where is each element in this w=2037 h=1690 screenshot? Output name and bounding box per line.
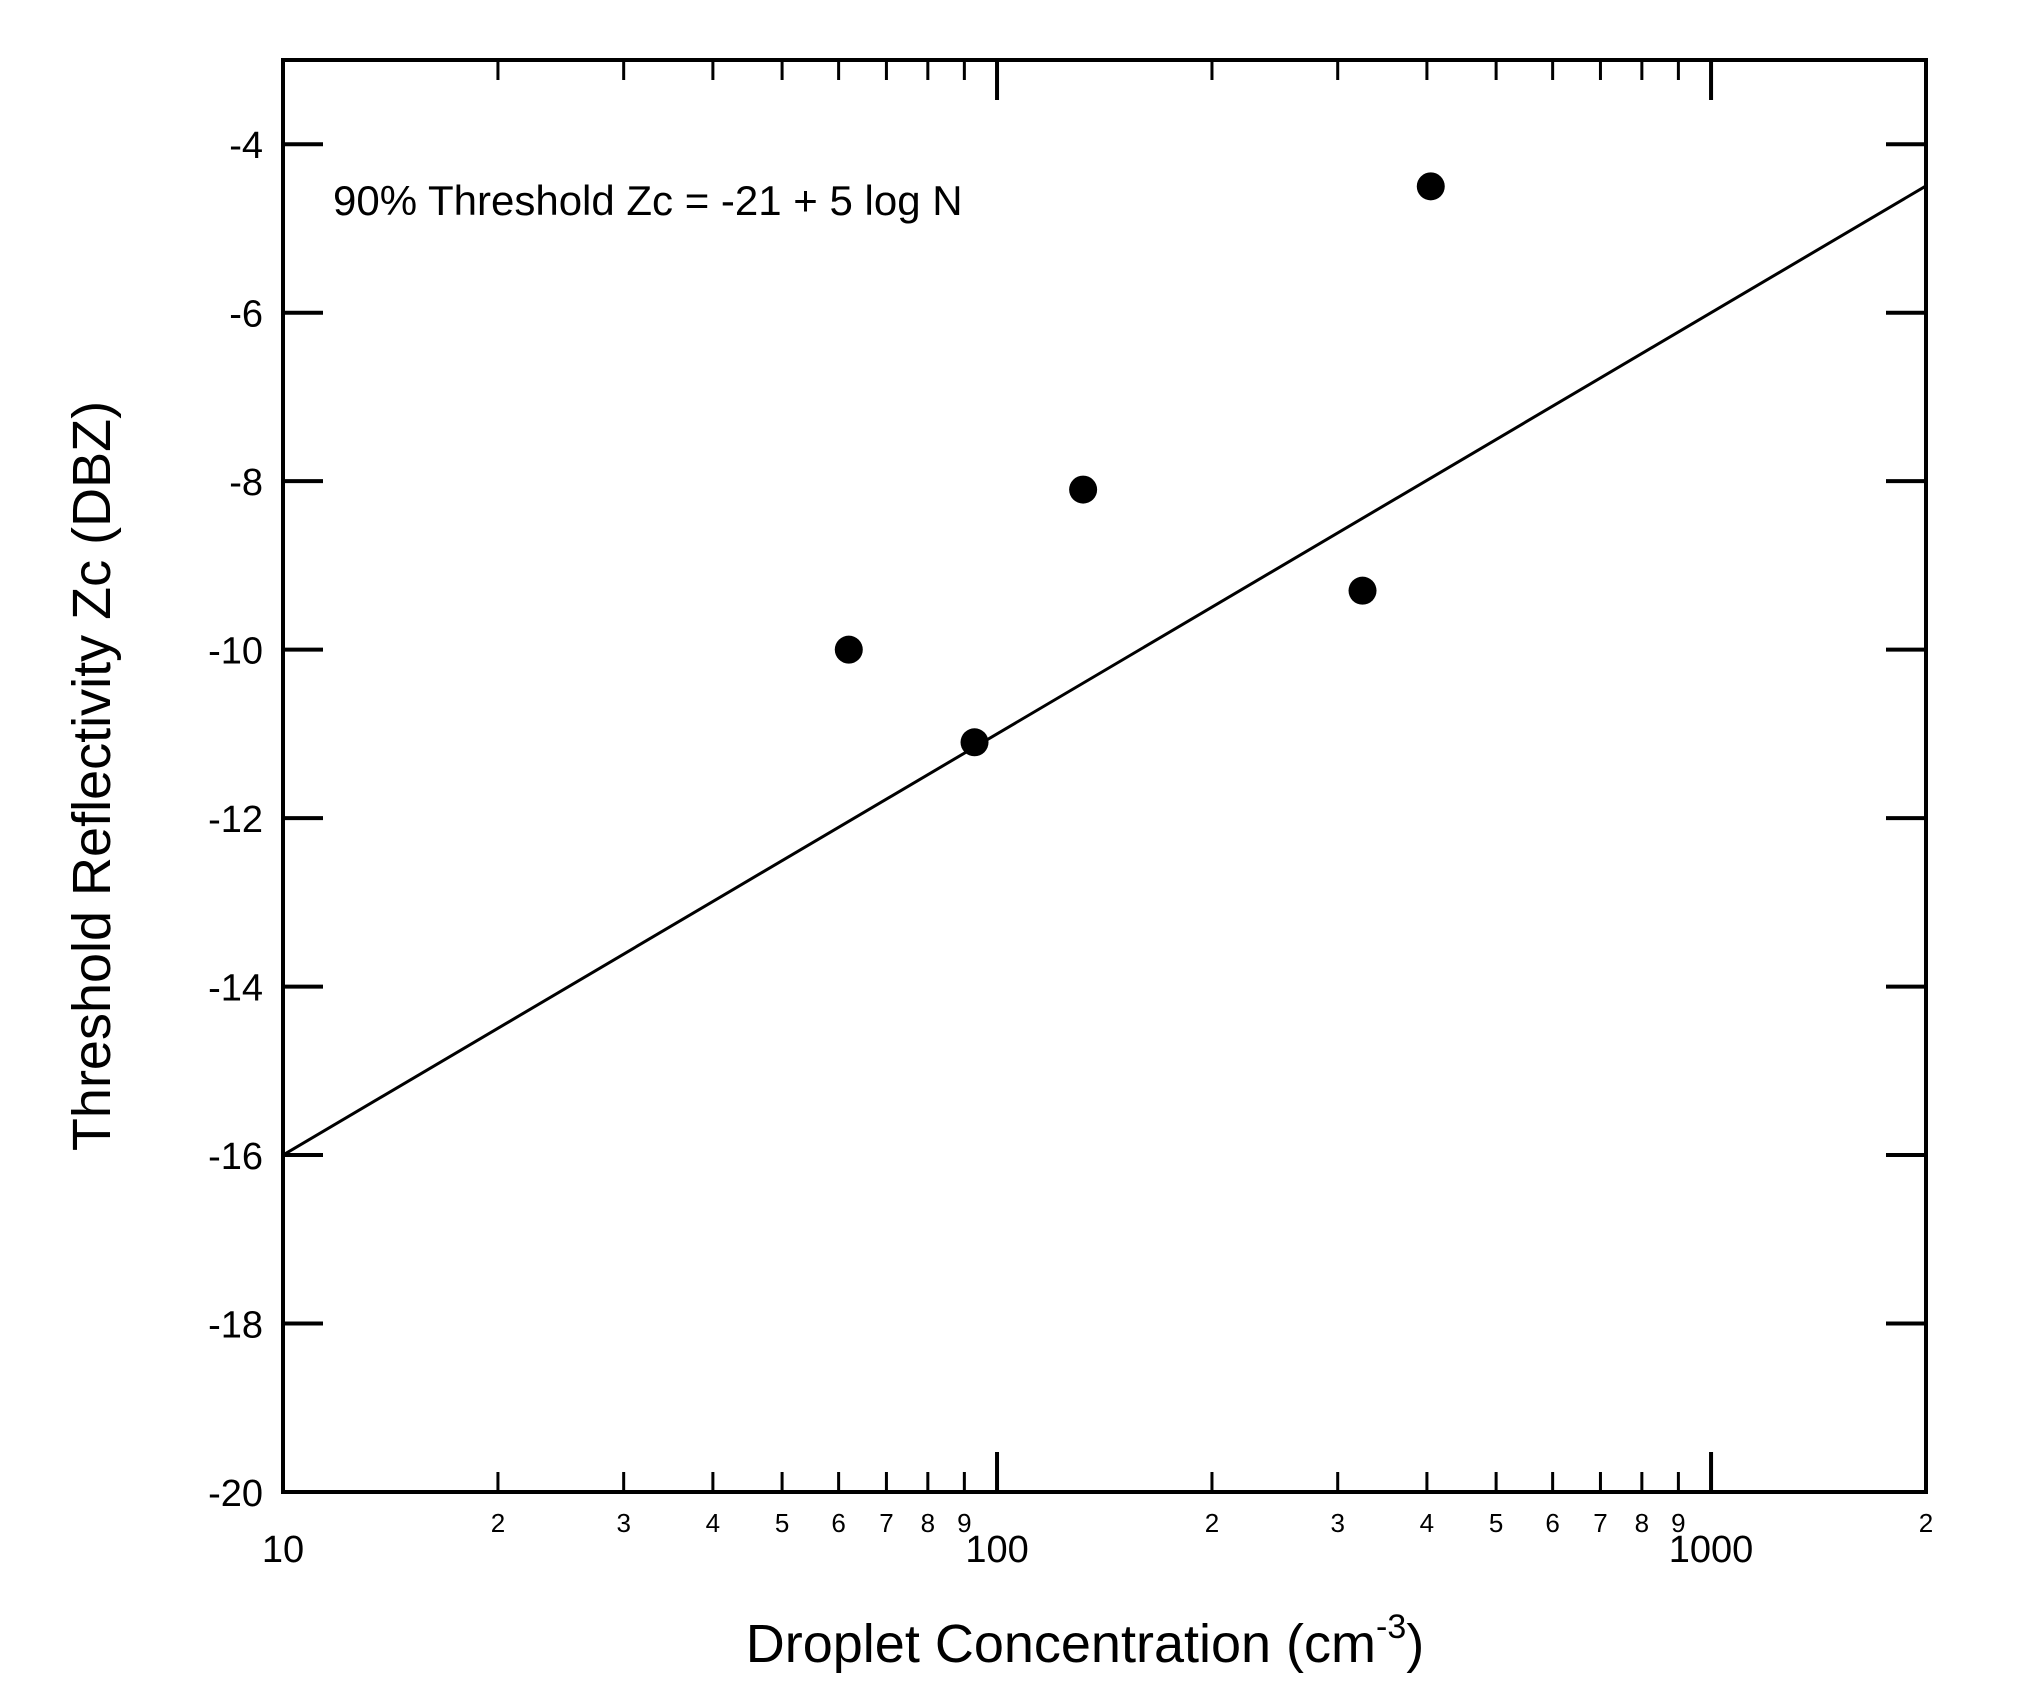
- x-minor-tick-label: 6: [831, 1508, 845, 1538]
- x-minor-tick-label: 5: [1489, 1508, 1503, 1538]
- x-minor-tick-label: 2: [1205, 1508, 1219, 1538]
- x-minor-tick-label: 8: [921, 1508, 935, 1538]
- y-tick-label: -8: [229, 462, 263, 504]
- y-tick-label: -4: [229, 125, 263, 167]
- fit-line-group: [282, 184, 1927, 1157]
- x-major-tick-label: 100: [965, 1529, 1028, 1571]
- x-minor-tick-label: 5: [775, 1508, 789, 1538]
- y-tick-label: -20: [208, 1473, 263, 1515]
- x-minor-tick-label: 9: [1671, 1508, 1685, 1538]
- x-minor-tick-label: 2: [1919, 1508, 1933, 1538]
- data-point: [1416, 172, 1445, 201]
- x-axis-title: Droplet Concentration (cm-3): [746, 1608, 1424, 1674]
- x-minor-tick-label: 7: [1593, 1508, 1607, 1538]
- x-minor-tick-label: 7: [879, 1508, 893, 1538]
- data-point: [960, 728, 989, 757]
- y-axis-ticks: -4 -6 -8 -10 -12 -14 -16 -18 -20: [208, 125, 1926, 1515]
- y-tick-label: -16: [208, 1136, 263, 1178]
- x-minor-tick-label: 2: [491, 1508, 505, 1538]
- x-minor-tick-label: 4: [706, 1508, 720, 1538]
- data-point: [834, 635, 863, 664]
- x-minor-tick-label: 9: [957, 1508, 971, 1538]
- x-minor-tick-label: 4: [1420, 1508, 1434, 1538]
- y-tick-label: -10: [208, 631, 263, 673]
- y-tick-label: -14: [208, 968, 263, 1010]
- fit-equation-annotation: 90% Threshold Zc = -21 + 5 log N: [333, 177, 963, 224]
- x-minor-tick-label: 6: [1545, 1508, 1559, 1538]
- y-tick-label: -12: [208, 799, 263, 841]
- fit-line: [282, 184, 1927, 1157]
- x-minor-tick-label: 3: [616, 1508, 630, 1538]
- data-point: [1069, 475, 1098, 504]
- plot-frame: [281, 58, 1928, 1494]
- x-axis-title-main: Droplet Concentration (cm: [746, 1614, 1376, 1674]
- data-point: [1348, 576, 1377, 605]
- x-axis-title-close: ): [1406, 1614, 1424, 1674]
- y-tick-label: -18: [208, 1305, 263, 1347]
- data-points: [834, 172, 1445, 757]
- y-axis-title: Threshold Reflectivity Zc (DBZ): [62, 401, 122, 1151]
- x-major-tick-label: 10: [262, 1529, 304, 1571]
- x-minor-tick-label: 3: [1330, 1508, 1344, 1538]
- x-major-tick-label: 1000: [1669, 1529, 1754, 1571]
- x-minor-tick-label: 8: [1635, 1508, 1649, 1538]
- y-tick-label: -6: [229, 294, 263, 336]
- x-axis-title-superscript: -3: [1376, 1608, 1406, 1646]
